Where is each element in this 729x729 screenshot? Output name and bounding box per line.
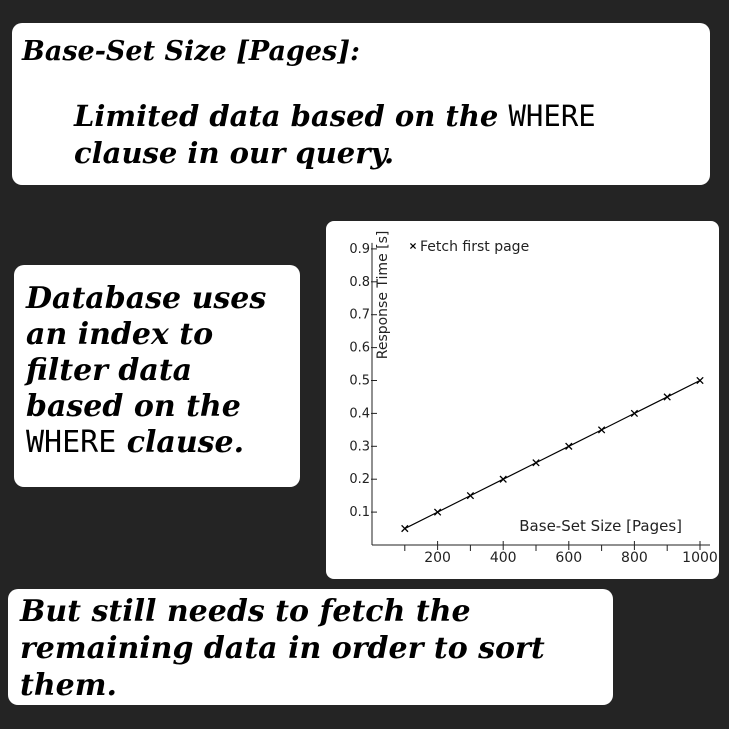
y-tick-label: 0.8 bbox=[349, 275, 370, 290]
card-body: Database uses an index to filter data ba… bbox=[26, 281, 298, 461]
data-point-stroke bbox=[663, 393, 671, 401]
card-body: Limited data based on the WHERE clause i… bbox=[74, 98, 704, 172]
code-keyword: WHERE bbox=[508, 99, 596, 133]
y-tick-label: 0.7 bbox=[349, 308, 370, 323]
data-point-stroke bbox=[565, 442, 573, 450]
data-point-stroke bbox=[466, 491, 475, 500]
body-text-start: Database uses an index to filter data ba… bbox=[26, 281, 267, 424]
y-tick-label: 0.6 bbox=[349, 341, 370, 356]
data-point-stroke bbox=[630, 409, 639, 418]
x-tick-label: 1000 bbox=[682, 550, 718, 566]
body-text-end: clause in our query. bbox=[74, 136, 395, 170]
left-text-card: Database uses an index to filter data ba… bbox=[14, 265, 300, 487]
data-point bbox=[499, 475, 507, 483]
legend-marker bbox=[409, 242, 417, 250]
legend: Fetch first page bbox=[409, 239, 529, 255]
y-tick-label: 0.5 bbox=[349, 374, 370, 389]
body-text-start: Limited data based on the bbox=[74, 99, 509, 133]
y-tick-label: 0.3 bbox=[349, 439, 370, 454]
body-text-end: clause. bbox=[116, 425, 245, 460]
legend-label: Fetch first page bbox=[420, 239, 529, 255]
top-text-card: Base-Set Size [Pages]: Limited data base… bbox=[12, 23, 710, 185]
series-line bbox=[404, 379, 701, 530]
data-point bbox=[433, 508, 442, 516]
data-point bbox=[630, 409, 639, 418]
data-point-stroke bbox=[597, 426, 606, 434]
data-point bbox=[663, 393, 671, 401]
bottom-text-card: But still needs to fetch the remaining d… bbox=[8, 589, 613, 705]
chart-card: 0.1 0.2 0.3 0.4 0.5 0.6 0.7 0.8 0.9 200 400 600 800 1… bbox=[326, 221, 719, 579]
x-tick-label: 800 bbox=[621, 550, 648, 566]
x-tick-label: 400 bbox=[490, 550, 517, 566]
data-point bbox=[696, 376, 704, 385]
y-tick-label: 0.9 bbox=[349, 242, 370, 257]
y-tick-label: 0.1 bbox=[349, 505, 370, 520]
y-tick-label: 0.4 bbox=[349, 406, 370, 421]
x-tick-label: 600 bbox=[555, 550, 582, 566]
data-point-stroke bbox=[499, 475, 507, 483]
card-title: Base-Set Size [Pages]: bbox=[22, 36, 360, 67]
data-point bbox=[597, 426, 606, 434]
code-keyword: WHERE bbox=[26, 425, 117, 460]
data-point bbox=[565, 442, 573, 450]
x-tick-label: 200 bbox=[424, 550, 451, 566]
data-point bbox=[401, 524, 409, 533]
data-point bbox=[466, 491, 475, 500]
data-point-stroke bbox=[433, 508, 442, 516]
data-point-stroke bbox=[401, 524, 409, 533]
y-axis-label: Response Time [s] bbox=[375, 231, 391, 360]
data-point-stroke bbox=[532, 459, 540, 467]
response-time-chart: 0.1 0.2 0.3 0.4 0.5 0.6 0.7 0.8 0.9 200 400 600 800 1… bbox=[349, 231, 718, 566]
card-body: But still needs to fetch the remaining d… bbox=[20, 594, 545, 703]
x-axis-label: Base-Set Size [Pages] bbox=[519, 517, 682, 535]
data-point bbox=[532, 459, 540, 467]
data-point-stroke bbox=[696, 376, 704, 385]
y-tick-label: 0.2 bbox=[349, 472, 370, 487]
